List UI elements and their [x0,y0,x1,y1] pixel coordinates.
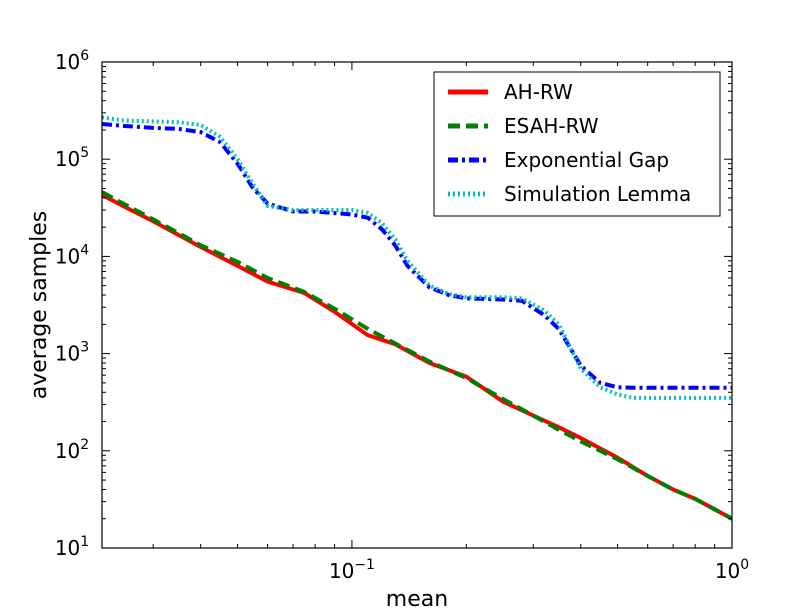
y-tick-label: 105 [55,145,89,171]
legend-label: ESAH-RW [504,114,599,138]
series-layer [102,115,732,521]
y-tick-label: 102 [55,437,89,463]
y-tick-label: 106 [55,48,89,74]
legend: AH-RW ESAH-RW Exponential Gap Simulation Le… [433,71,721,217]
series-line-exponential-gap [102,122,732,390]
y-axis-label: average samples [27,211,52,400]
y-tick-label: 103 [55,340,89,366]
x-axis-label: mean [386,587,448,612]
legend-label: Exponential Gap [504,148,669,172]
plot-frame [101,61,733,549]
y-tick-label: 101 [55,534,89,560]
legend-box [433,71,721,217]
x-tick-label: 10−1 [329,557,375,583]
x-tick-label: 100 [715,557,749,583]
legend-label: Simulation Lemma [504,182,691,206]
series-line-simulation-lemma [102,115,732,400]
legend-label: AH-RW [504,80,573,104]
ticks-layer: 101 102 103 104 105 106 10−1 100 [55,48,749,583]
series-line-esah-rw [102,190,732,521]
y-tick-label: 104 [55,242,89,268]
